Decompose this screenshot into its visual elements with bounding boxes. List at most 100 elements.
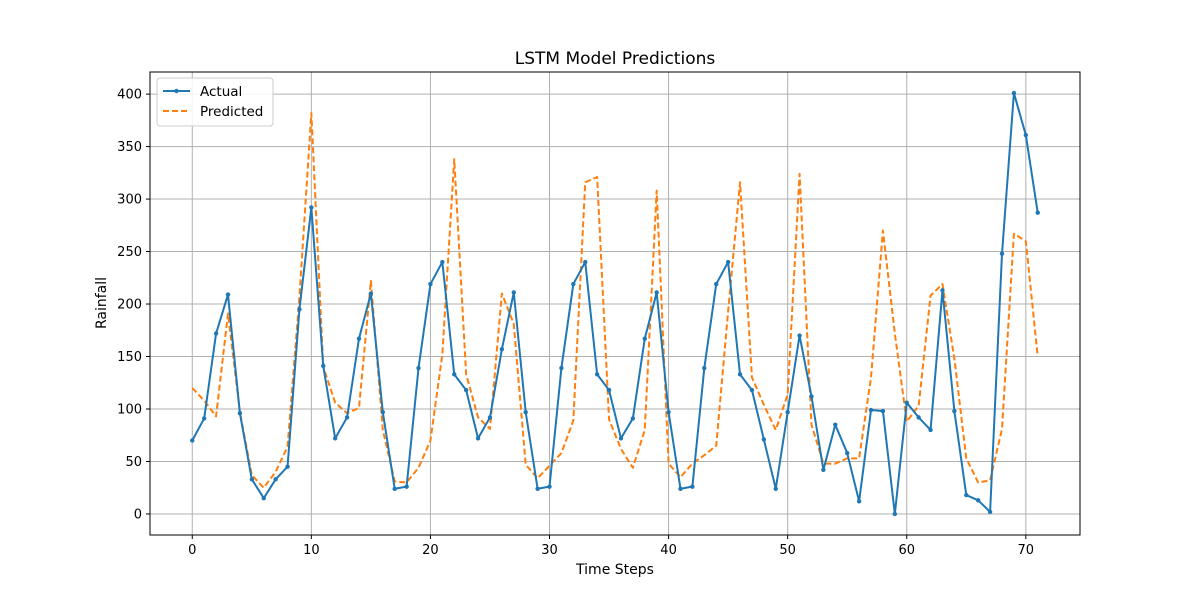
data-point-actual xyxy=(928,427,933,433)
data-point-actual xyxy=(797,333,802,338)
data-point-actual xyxy=(666,409,671,415)
data-point-actual xyxy=(356,336,362,341)
data-point-actual xyxy=(237,410,243,416)
data-point-actual xyxy=(856,499,862,504)
y-tick-label: 0 xyxy=(134,507,142,522)
x-tick-label: 0 xyxy=(188,543,196,558)
data-point-actual xyxy=(344,415,350,420)
series-line-predicted xyxy=(191,111,1039,489)
data-point-actual xyxy=(297,307,302,312)
x-tick-label: 10 xyxy=(303,543,320,558)
data-point-actual xyxy=(249,477,255,482)
data-point-actual xyxy=(416,365,421,371)
data-point-actual xyxy=(785,409,790,415)
series-line-actual xyxy=(191,92,1039,515)
data-point-actual xyxy=(463,387,469,393)
data-point-actual xyxy=(511,290,516,295)
data-point-actual xyxy=(1035,210,1040,215)
data-point-actual xyxy=(975,498,981,503)
data-point-actual xyxy=(321,363,326,369)
axis-ticks: 0 10 20 30 40 50 60 70 0 50 100 150 200 250 300 350 400 xyxy=(117,88,1034,558)
chart-title: LSTM Model Predictions xyxy=(515,49,716,69)
data-point-actual xyxy=(571,281,576,287)
data-point-actual xyxy=(213,331,219,336)
data-point-actual xyxy=(523,409,528,415)
data-point-actual xyxy=(392,486,397,491)
data-point-actual xyxy=(487,415,493,420)
data-point-actual xyxy=(380,409,385,415)
y-axis-label: Rainfall xyxy=(94,277,110,329)
data-point-actual xyxy=(690,484,695,489)
data-point-actual xyxy=(678,486,683,491)
data-point-actual xyxy=(761,437,767,442)
data-point-actual xyxy=(833,422,838,427)
data-point-actual xyxy=(535,486,540,491)
data-point-actual xyxy=(654,290,659,295)
data-point-actual xyxy=(916,415,921,420)
data-point-actual xyxy=(332,436,338,441)
x-tick-label: 20 xyxy=(422,543,439,558)
data-point-actual xyxy=(773,486,778,491)
x-tick-label: 70 xyxy=(1018,543,1035,558)
data-point-actual xyxy=(1011,90,1017,96)
x-axis-label: Time Steps xyxy=(575,562,654,578)
data-point-actual xyxy=(201,416,207,421)
data-point-actual xyxy=(809,394,814,399)
x-tick-label: 50 xyxy=(779,543,796,558)
data-point-actual xyxy=(940,288,945,293)
plot-frame xyxy=(149,71,1081,536)
legend-marker-actual xyxy=(174,88,179,94)
y-tick-label: 100 xyxy=(117,402,142,417)
y-tick-label: 250 xyxy=(117,245,142,260)
legend-label-predicted: Predicted xyxy=(200,104,263,120)
data-point-actual xyxy=(749,387,755,393)
data-point-actual xyxy=(285,464,290,469)
x-tick-label: 30 xyxy=(541,543,558,558)
data-point-actual xyxy=(868,407,874,413)
y-tick-label: 350 xyxy=(117,140,142,155)
data-point-actual xyxy=(368,291,374,296)
data-point-actual xyxy=(261,496,266,501)
data-point-actual xyxy=(440,259,445,265)
grid xyxy=(150,72,1080,535)
y-tick-label: 400 xyxy=(117,88,142,103)
legend-label-actual: Actual xyxy=(200,84,242,100)
y-tick-label: 200 xyxy=(117,298,142,313)
y-tick-label: 150 xyxy=(117,350,142,365)
data-point-actual xyxy=(642,336,647,341)
data-point-actual xyxy=(190,438,195,443)
x-tick-label: 40 xyxy=(660,543,677,558)
data-point-actual xyxy=(606,387,612,393)
y-tick-label: 300 xyxy=(117,193,142,208)
data-point-actual xyxy=(630,416,636,421)
data-point-actual xyxy=(404,484,409,489)
data-point-actual xyxy=(475,436,481,441)
data-point-actual xyxy=(904,400,909,405)
data-point-actual xyxy=(428,281,433,287)
data-point-actual xyxy=(880,408,886,414)
x-tick-label: 60 xyxy=(898,543,915,558)
data-point-actual xyxy=(999,251,1005,256)
data-point-actual xyxy=(821,467,826,473)
data-point-actual xyxy=(273,477,278,482)
data-point-actual xyxy=(987,509,993,515)
data-point-actual xyxy=(225,292,231,297)
series-layer xyxy=(190,90,1040,517)
data-point-actual xyxy=(499,346,505,352)
data-point-actual xyxy=(1023,132,1029,138)
data-point-actual xyxy=(452,372,457,377)
data-point-actual xyxy=(892,511,898,517)
data-point-actual xyxy=(309,205,314,210)
data-point-actual xyxy=(725,259,731,265)
data-point-actual xyxy=(952,408,957,414)
data-point-actual xyxy=(964,492,969,498)
data-point-actual xyxy=(702,365,707,371)
data-point-actual xyxy=(618,436,624,441)
data-point-actual xyxy=(737,372,743,377)
data-point-actual xyxy=(845,450,850,456)
data-point-actual xyxy=(594,372,600,377)
y-tick-label: 50 xyxy=(125,455,142,470)
data-point-actual xyxy=(559,365,564,371)
